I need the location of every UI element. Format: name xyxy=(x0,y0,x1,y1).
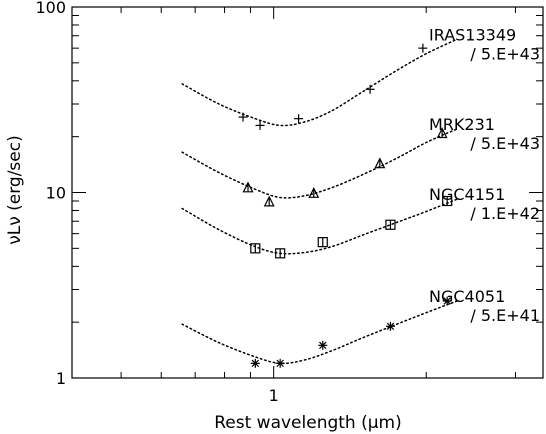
fit-curve-mrk231 xyxy=(181,128,458,199)
data-point-ngc4051 xyxy=(318,340,328,350)
data-point-ngc4051 xyxy=(275,358,285,368)
series-scale-ngc4051: / 5.E+41 xyxy=(470,306,540,325)
fit-curve-ngc4151 xyxy=(181,198,458,255)
series-name-mrk231: MRK231 xyxy=(429,115,495,134)
data-point-mrk231 xyxy=(242,181,254,193)
series-scale-iras13349: / 5.E+43 xyxy=(470,44,540,63)
data-points xyxy=(238,43,453,368)
data-point-iras13349 xyxy=(238,112,248,122)
data-point-iras13349 xyxy=(294,114,304,124)
data-point-mrk231 xyxy=(308,186,320,198)
x-axis-ticks: 1 xyxy=(71,7,516,405)
series-scale-ngc4151: / 1.E+42 xyxy=(470,204,540,223)
fit-curves xyxy=(181,38,458,365)
y-tick-label: 1 xyxy=(56,369,66,388)
data-point-ngc4151 xyxy=(317,237,328,248)
y-axis-label: νLν (erg/sec) xyxy=(5,135,25,244)
x-axis-label: Rest wavelength (μm) xyxy=(214,413,402,433)
data-point-iras13349 xyxy=(255,120,265,130)
data-point-ngc4051 xyxy=(385,321,395,331)
data-point-iras13349 xyxy=(418,43,428,53)
data-point-ngc4151 xyxy=(442,195,453,207)
data-point-ngc4151 xyxy=(275,248,286,259)
y-tick-label: 10 xyxy=(46,184,66,203)
series-name-iras13349: IRAS13349 xyxy=(429,25,516,44)
data-point-mrk231 xyxy=(263,195,275,207)
data-point-ngc4151 xyxy=(250,243,261,254)
x-tick-label: 1 xyxy=(269,386,279,405)
series-scale-mrk231: / 5.E+43 xyxy=(470,134,540,153)
data-point-mrk231 xyxy=(436,127,448,139)
y-axis-ticks: 1 10 100 xyxy=(35,0,543,388)
series-name-ngc4051: NGC4051 xyxy=(429,287,505,306)
fit-curve-ngc4051 xyxy=(181,300,458,365)
data-point-ngc4151 xyxy=(385,219,396,230)
data-point-mrk231 xyxy=(374,157,386,169)
y-tick-label: 100 xyxy=(35,0,66,17)
data-point-ngc4051 xyxy=(442,296,452,306)
data-point-ngc4051 xyxy=(250,358,260,368)
fit-curve-iras13349 xyxy=(181,38,458,127)
series-name-ngc4151: NGC4151 xyxy=(429,185,505,204)
data-point-iras13349 xyxy=(365,84,375,94)
